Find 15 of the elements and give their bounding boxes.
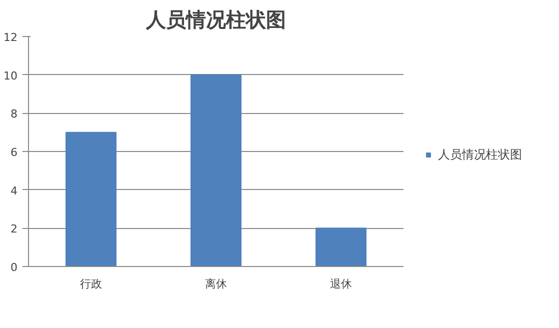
y-tick-label: 8 [10, 108, 18, 121]
y-tick-label: 0 [10, 261, 18, 274]
bar [316, 228, 366, 266]
bar [190, 74, 242, 266]
y-tick-label: 12 [4, 31, 18, 44]
x-tick-label: 离休 [205, 278, 227, 290]
y-tick-label: 2 [10, 222, 18, 236]
legend-label: 人员情况柱状图 [438, 146, 522, 163]
bar [66, 132, 116, 266]
x-tick-label: 行政 [80, 278, 102, 290]
y-tick-label: 4 [10, 184, 18, 198]
chart-title: 人员情况柱状图 [145, 8, 286, 32]
x-tick-label: 退休 [330, 278, 352, 290]
y-tick-label: 6 [10, 146, 18, 159]
y-tick-label: 10 [4, 69, 18, 82]
